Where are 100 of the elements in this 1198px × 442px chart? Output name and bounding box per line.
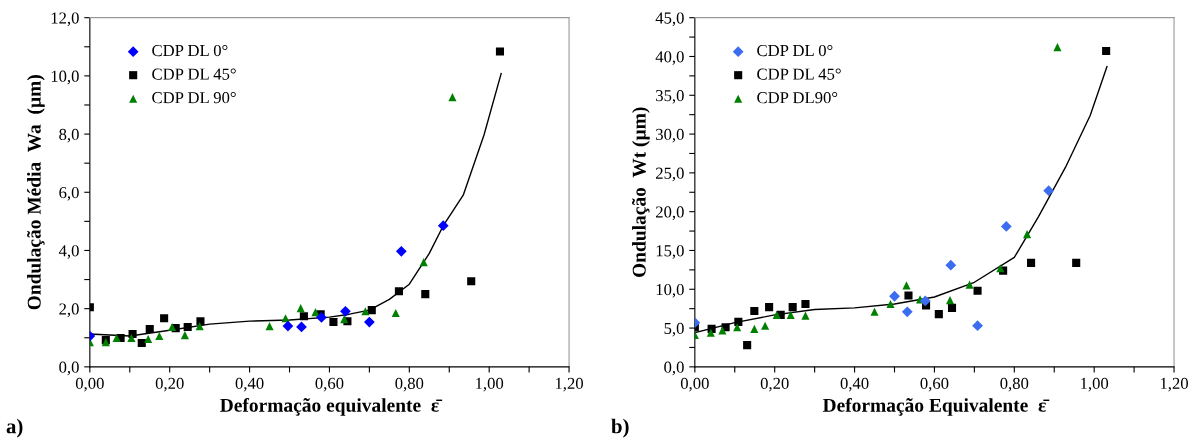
point	[870, 307, 879, 316]
y-tick-label: 10,0	[656, 283, 684, 298]
point	[1027, 258, 1036, 267]
point	[183, 322, 192, 332]
point	[340, 305, 351, 317]
legend-label: CDP DL90°	[757, 92, 838, 104]
point	[1072, 258, 1081, 267]
point	[282, 320, 294, 332]
point	[919, 295, 931, 307]
point	[788, 303, 797, 312]
point	[743, 341, 752, 350]
point	[155, 331, 164, 341]
y-tick-label: 12,0	[51, 12, 79, 27]
point	[299, 312, 308, 321]
point	[364, 316, 375, 328]
point	[904, 291, 913, 300]
y-tick-label: 5,0	[664, 322, 684, 337]
y-tick-label: 4,0	[58, 245, 79, 259]
y-tick-label: 20,0	[655, 206, 684, 221]
x-tick-label: 0,20	[155, 377, 184, 392]
point	[296, 304, 305, 313]
point	[972, 320, 983, 332]
point	[965, 280, 974, 289]
point	[945, 296, 955, 305]
y-tick-label: 0,0	[59, 361, 79, 376]
point	[467, 277, 476, 286]
x-tick-label: 0,40	[840, 377, 869, 392]
point	[145, 324, 154, 334]
point	[1053, 43, 1062, 52]
x-tick-label: 0,80	[1000, 377, 1029, 392]
x-tick-label: 1,00	[1081, 377, 1109, 392]
y-tick-label: 25,0	[655, 167, 684, 182]
point	[801, 311, 810, 320]
legend-label: CDP DL 0°	[757, 44, 833, 57]
x-tick-label: 0,60	[315, 377, 344, 392]
point	[750, 324, 759, 333]
point	[750, 306, 759, 316]
y-tick-label: 30,0	[656, 128, 684, 143]
point	[734, 317, 743, 326]
point	[772, 310, 781, 319]
point	[180, 331, 189, 340]
y-tick-label: 6,0	[59, 186, 79, 201]
point	[886, 299, 895, 309]
point	[786, 310, 795, 319]
x-tick-label: 1,00	[476, 377, 504, 392]
point	[160, 314, 169, 323]
point	[901, 306, 913, 318]
x-axis-title: Deformação Equivalente ε̄	[822, 397, 1050, 416]
y-tick-label: 8,0	[59, 128, 79, 143]
point	[947, 303, 957, 312]
point	[361, 307, 370, 316]
y-axis-title: Ondulação Wt (µm)	[632, 107, 650, 277]
y-tick-label: 2,0	[59, 303, 79, 318]
point	[144, 334, 153, 343]
y-tick-label: 15,0	[656, 245, 684, 259]
point	[391, 308, 400, 318]
point	[801, 299, 810, 309]
point	[902, 281, 911, 290]
point	[265, 322, 274, 331]
point	[1043, 185, 1055, 197]
y-axis-title: Ondulação Média Wa (µm)	[27, 75, 45, 310]
point	[112, 334, 121, 343]
point	[437, 220, 449, 232]
point	[448, 93, 457, 102]
x-axis-title: Deformação equivalente ε̄	[220, 397, 443, 416]
point	[973, 286, 982, 295]
text: a)	[6, 418, 23, 438]
point	[281, 314, 290, 323]
x-tick-label: 0,20	[760, 377, 789, 392]
point	[196, 317, 205, 326]
point	[761, 321, 770, 330]
x-tick-label: 0,80	[395, 377, 424, 392]
point	[889, 290, 900, 302]
y-tick-label: 45,0	[655, 12, 684, 27]
point	[367, 306, 376, 315]
legend-label: CDP DL 90°	[152, 92, 236, 104]
y-tick-label: 10,0	[51, 70, 79, 85]
point	[706, 328, 715, 337]
x-tick-label: 0,00	[75, 377, 104, 392]
point	[1102, 47, 1111, 56]
point	[1000, 221, 1012, 232]
x-tick-label: 0,60	[920, 377, 949, 392]
text: b)	[611, 418, 629, 438]
x-tick-label: 0,40	[235, 377, 264, 392]
point	[137, 338, 146, 348]
point	[945, 259, 957, 271]
point	[316, 312, 327, 323]
point	[495, 47, 505, 56]
y-tick-label: 0,0	[664, 361, 684, 376]
x-tick-label: 1,20	[555, 377, 583, 392]
point	[934, 310, 943, 319]
x-tick-label: 1,20	[1160, 377, 1188, 392]
point	[329, 318, 338, 327]
x-tick-label: 0,00	[680, 377, 709, 392]
point	[311, 308, 320, 317]
legend-label: CDP DL 45°	[152, 68, 236, 80]
y-tick-label: 40,0	[655, 51, 684, 65]
point	[127, 334, 136, 343]
point	[765, 303, 774, 312]
point	[395, 245, 407, 257]
